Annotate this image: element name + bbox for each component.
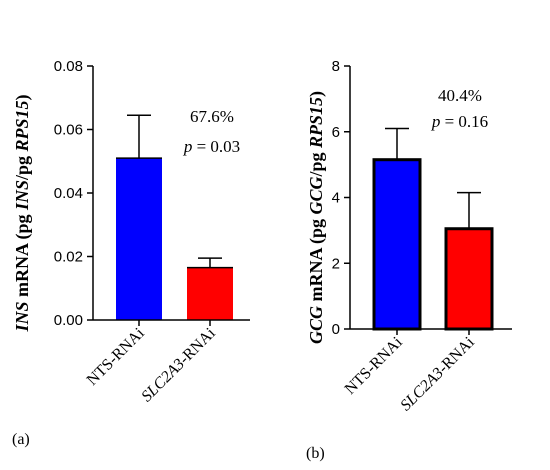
- y-tick-label: 0.02: [54, 249, 83, 266]
- p-value-annotation: p = 0.03: [183, 137, 240, 156]
- bar-1: [116, 158, 162, 320]
- y-axis-label: GCG mRNA (pg GCG/pg RPS15): [306, 91, 327, 344]
- y-tick-label: 2: [332, 255, 340, 272]
- percent-annotation: 40.4%: [438, 86, 482, 105]
- x-tick-label: NTS-RNAi: [84, 324, 149, 389]
- y-tick-label: 0.08: [54, 58, 83, 75]
- y-tick-label: 0: [332, 321, 340, 338]
- panel-label: (a): [12, 431, 30, 448]
- y-tick-label: 6: [332, 124, 340, 141]
- y-tick-label: 8: [332, 58, 340, 75]
- panel-label: (b): [306, 445, 325, 462]
- y-tick-label: 0.00: [54, 312, 83, 329]
- y-tick-label: 0.04: [54, 185, 83, 202]
- x-tick-label: SLC2A3-RNAi: [397, 333, 478, 414]
- x-tick-label: SLC2A3-RNAi: [138, 324, 219, 405]
- bar-2: [444, 227, 494, 331]
- y-axis-label: INS mRNA (pg INS/pg RPS15): [12, 94, 33, 332]
- y-tick-label: 4: [332, 190, 340, 207]
- bar-2: [187, 267, 233, 320]
- p-value-annotation: p = 0.16: [431, 112, 488, 131]
- y-tick-label: 0.06: [54, 122, 83, 139]
- x-tick-label: NTS-RNAi: [342, 333, 407, 398]
- percent-annotation: 67.6%: [190, 107, 234, 126]
- bar-1: [372, 158, 422, 331]
